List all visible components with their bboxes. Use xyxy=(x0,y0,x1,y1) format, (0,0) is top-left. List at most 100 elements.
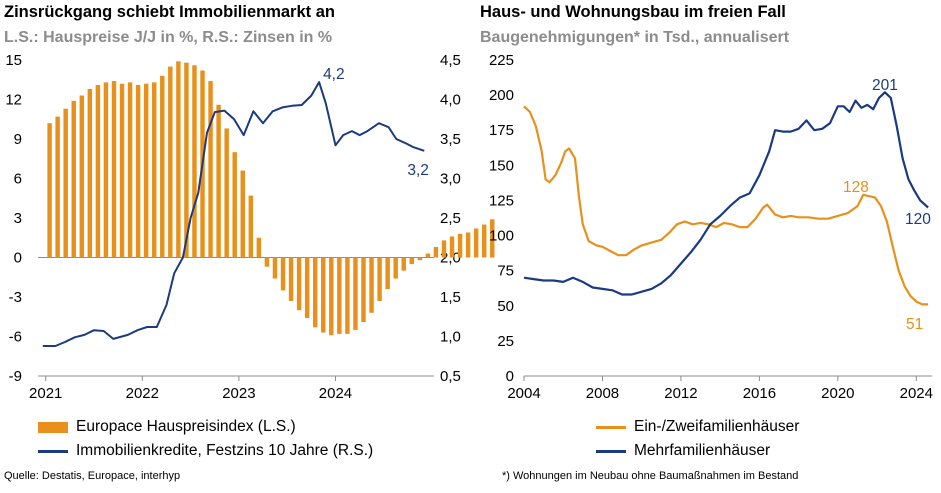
right-chart-subtitle: Baugenehmigungen* in Tsd., annualisert xyxy=(480,29,790,46)
hauspreis-bar xyxy=(208,81,213,258)
legend-festzins: Immobilienkredite, Festzins 10 Jahre (R.… xyxy=(38,442,373,460)
ein-zweifamilien-max-label: 128 xyxy=(843,179,869,196)
hauspreis-bar xyxy=(79,95,84,258)
hauspreis-bar xyxy=(377,257,382,301)
legend-navy-swatch xyxy=(38,449,68,453)
mehrfamilien-last-label: 120 xyxy=(905,211,931,228)
right-chart-y-tick-label: 75 xyxy=(497,263,514,280)
hauspreis-bar xyxy=(393,257,398,279)
hauspreis-bar xyxy=(353,257,358,330)
ein-zweifamilien-line xyxy=(523,105,929,306)
legend-orange-label: Ein-/Zweifamilienhäuser xyxy=(634,418,800,435)
hauspreis-bar xyxy=(272,257,278,279)
hauspreis-bar xyxy=(280,257,286,291)
right-y-tick-label: 3,5 xyxy=(440,131,461,148)
left-y-tick-label: 12 xyxy=(5,92,22,109)
hauspreis-bar xyxy=(87,88,93,258)
right-y-tick-label: 0,5 xyxy=(440,368,461,385)
right-chart-x-tick-label: 2020 xyxy=(821,385,854,402)
left-y-tick-label: -3 xyxy=(9,289,22,306)
hauspreis-bar xyxy=(329,257,334,336)
hauspreis-bar xyxy=(345,257,350,334)
left-x-tick-label: 2022 xyxy=(126,385,159,402)
hauspreis-bar xyxy=(304,257,310,319)
hauspreis-bar xyxy=(160,75,165,258)
right-chart-y-tick-label: 225 xyxy=(489,52,514,69)
right-chart-y-tick-label: 150 xyxy=(489,157,514,174)
hauspreis-bar xyxy=(465,232,471,258)
right-chart-y-tick-label: 100 xyxy=(489,228,514,245)
right-chart-y-tick-label: 50 xyxy=(497,298,514,315)
right-chart-x-tick-label: 2024 xyxy=(900,385,933,402)
hauspreis-bar xyxy=(71,100,76,258)
hauspreis-bar xyxy=(184,62,189,258)
hauspreis-bar xyxy=(127,82,133,258)
legend-mehrfamilien: Mehrfamilienhäuser xyxy=(596,442,770,460)
left-y-tick-label: 6 xyxy=(14,171,22,188)
right-chart-y-tick-label: 25 xyxy=(497,333,514,350)
hauspreis-bar xyxy=(63,108,68,258)
festzins-line xyxy=(42,81,425,347)
hauspreis-bar xyxy=(264,257,270,267)
right-chart-x-tick-label: 2008 xyxy=(586,385,619,402)
right-chart-x-tick-label: 2012 xyxy=(664,385,697,402)
legend-bar-label: Europace Hauspreisindex (L.S.) xyxy=(76,418,296,435)
right-chart-x-tick-label: 2004 xyxy=(507,385,540,402)
hauspreis-bar xyxy=(473,228,479,258)
hauspreis-bar xyxy=(337,257,342,334)
hauspreis-bar xyxy=(111,81,117,258)
left-y-tick-label: -6 xyxy=(9,329,22,346)
hauspreis-bar xyxy=(401,257,406,271)
hauspreis-bar xyxy=(192,65,197,258)
left-x-tick-label: 2024 xyxy=(319,385,352,402)
right-y-tick-label: 4,5 xyxy=(440,52,461,69)
hauspreis-bar xyxy=(47,123,52,258)
hauspreis-bar xyxy=(425,253,431,258)
legend-bar-swatch xyxy=(38,421,68,433)
legend-ein-zweifamilien: Ein-/Zweifamilienhäuser xyxy=(596,418,799,436)
hauspreis-bar xyxy=(224,128,229,258)
right-chart-x-tick-label: 2016 xyxy=(743,385,776,402)
left-x-tick-label: 2023 xyxy=(222,385,255,402)
hauspreis-bar xyxy=(457,233,463,258)
hauspreis-bar xyxy=(103,82,109,258)
hauspreis-bar xyxy=(441,240,447,258)
hauspreis-bar xyxy=(433,246,439,258)
hauspreis-bar xyxy=(152,82,157,258)
mehrfamilien-max-label: 201 xyxy=(872,77,898,94)
hauspreis-bar xyxy=(176,61,181,258)
hauspreis-bar xyxy=(417,257,423,261)
hauspreis-bar xyxy=(296,257,302,311)
hauspreis-bar xyxy=(135,85,141,258)
right-y-tick-label: 2,5 xyxy=(440,210,461,227)
left-x-tick-label: 2021 xyxy=(29,385,62,402)
hauspreis-bar xyxy=(256,237,262,258)
festzins-last-label: 3,2 xyxy=(407,162,429,179)
hauspreis-bar xyxy=(321,257,326,333)
hauspreis-bar xyxy=(490,219,495,258)
legend-blue-label: Mehrfamilienhäuser xyxy=(634,442,771,459)
hauspreis-bar xyxy=(385,257,390,290)
right-y-tick-label: 3,0 xyxy=(440,171,461,188)
hauspreis-bar xyxy=(95,85,101,258)
right-chart-y-tick-label: 175 xyxy=(489,122,514,139)
footnote: *) Wohnungen im Neubau ohne Baumaßnahmen… xyxy=(502,470,799,482)
left-chart-title: Zinsrückgang schiebt Immobilienmarkt an xyxy=(4,3,335,21)
left-y-tick-label: 3 xyxy=(14,210,22,227)
right-y-tick-label: 4,0 xyxy=(440,92,461,109)
legend-line-label: Immobilienkredite, Festzins 10 Jahre (R.… xyxy=(76,442,374,459)
hauspreis-bar xyxy=(55,116,60,258)
source-note: Quelle: Destatis, Europace, interhyp xyxy=(4,470,181,482)
mehrfamilien-line xyxy=(523,91,929,296)
left-y-tick-label: 0 xyxy=(14,250,22,267)
hauspreis-bar xyxy=(449,236,455,258)
right-chart-y-tick-label: 125 xyxy=(489,192,514,209)
right-y-tick-label: 1,5 xyxy=(440,289,461,306)
hauspreis-bar xyxy=(232,152,237,258)
hauspreis-bar xyxy=(361,257,366,323)
left-y-tick-label: 15 xyxy=(5,52,22,69)
hauspreis-bar xyxy=(409,257,414,265)
hauspreis-bar xyxy=(119,83,125,258)
hauspreis-bar xyxy=(312,257,318,328)
